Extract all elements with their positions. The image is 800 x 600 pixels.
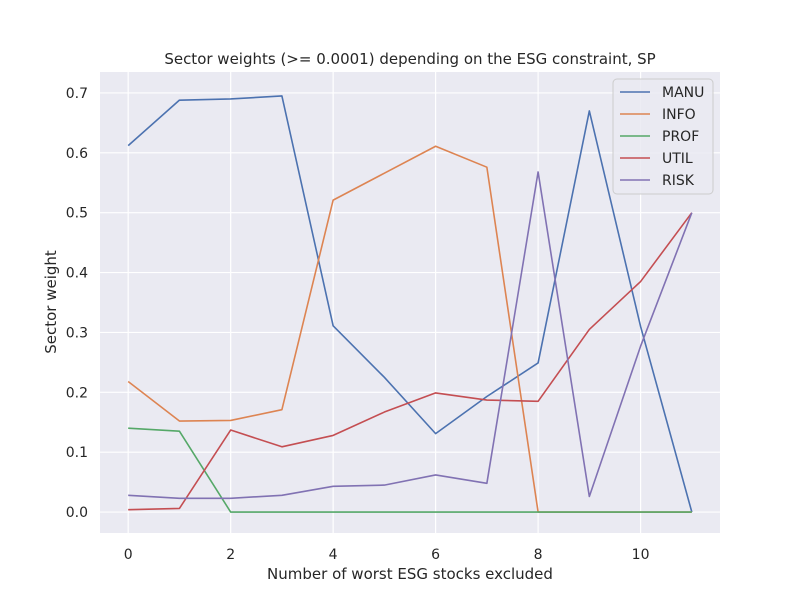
y-tick-label: 0.6 xyxy=(66,146,88,162)
x-tick-label: 0 xyxy=(124,547,133,563)
y-tick-label: 0.3 xyxy=(66,325,88,341)
legend-label-manu: MANU xyxy=(662,85,704,101)
legend-label-util: UTIL xyxy=(662,151,693,167)
y-tick-label: 0.1 xyxy=(66,445,88,461)
y-axis-label: Sector weight xyxy=(42,250,60,354)
series-line-util xyxy=(128,212,693,511)
series-line-risk xyxy=(128,171,693,500)
y-tick-label: 0.5 xyxy=(66,206,88,222)
legend: MANU INFO PROF UTIL RISK xyxy=(612,78,714,195)
x-tick-label: 2 xyxy=(226,547,235,563)
x-tick-label: 4 xyxy=(329,547,338,563)
y-tick-label: 0.2 xyxy=(66,385,88,401)
x-tick-label: 8 xyxy=(534,547,543,563)
legend-label-prof: PROF xyxy=(662,129,699,145)
y-tick-label: 0.0 xyxy=(66,505,88,521)
legend-label-risk: RISK xyxy=(662,173,695,189)
x-tick-labels: 0 2 4 6 8 10 xyxy=(124,547,650,563)
legend-box xyxy=(612,78,714,195)
chart-title: Sector weights (>= 0.0001) depending on … xyxy=(164,50,655,68)
x-axis-label: Number of worst ESG stocks excluded xyxy=(267,565,553,583)
series-line-manu xyxy=(127,95,693,513)
x-tick-label: 6 xyxy=(431,547,440,563)
series-lines xyxy=(127,95,693,513)
y-tick-labels: 0.0 0.1 0.2 0.3 0.4 0.5 0.6 0.7 xyxy=(66,86,88,521)
y-tick-label: 0.4 xyxy=(66,266,88,282)
y-tick-label: 0.7 xyxy=(66,86,88,102)
x-tick-label: 10 xyxy=(632,547,650,563)
legend-label-info: INFO xyxy=(662,107,696,123)
